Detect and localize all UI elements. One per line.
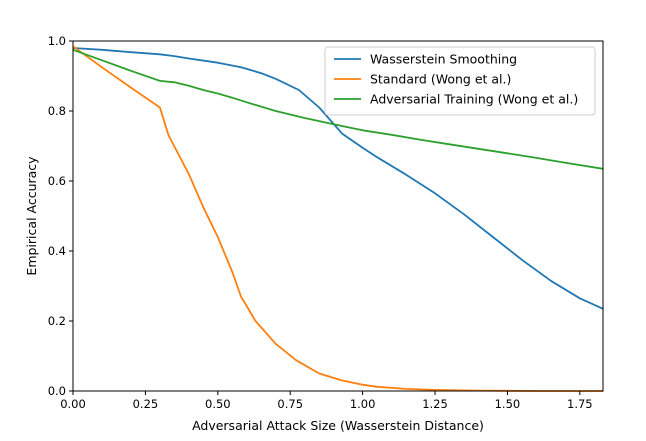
x-tick-label: 0.25 [133,397,159,411]
y-axis-label: Empirical Accuracy [24,156,39,276]
y-tick-label: 0.8 [48,104,66,118]
y-tick-label: 0.0 [48,384,66,398]
y-axis: 0.0 0.2 0.4 0.6 0.8 1.0 [48,34,73,398]
x-tick-label: 1.00 [350,397,376,411]
x-tick-label: 1.25 [422,397,448,411]
legend-label: Standard (Wong et al.) [370,72,511,87]
x-tick-label: 0.75 [277,397,303,411]
legend-label: Wasserstein Smoothing [370,52,517,67]
y-tick-label: 0.2 [48,314,66,328]
x-axis-label: Adversarial Attack Size (Wasserstein Dis… [192,418,484,433]
x-tick-label: 0.00 [60,397,86,411]
y-tick-label: 0.6 [48,174,66,188]
y-tick-label: 0.4 [48,244,66,258]
x-axis: 0.00 0.25 0.50 0.75 1.00 1.25 1.50 1.75 [60,391,593,411]
series-line-1 [72,45,603,392]
legend: Wasserstein Smoothing Standard (Wong et a… [324,46,596,116]
x-tick-label: 0.50 [205,397,231,411]
x-tick-label: 1.75 [567,397,593,411]
series-line-0 [72,47,604,310]
x-tick-label: 1.50 [495,397,521,411]
y-tick-label: 1.0 [48,34,66,48]
legend-box [324,46,596,116]
series-line-2 [72,48,604,170]
legend-label: Adversarial Training (Wong et al.) [370,92,578,107]
plot-frame [72,40,604,392]
plot-area [72,45,604,392]
